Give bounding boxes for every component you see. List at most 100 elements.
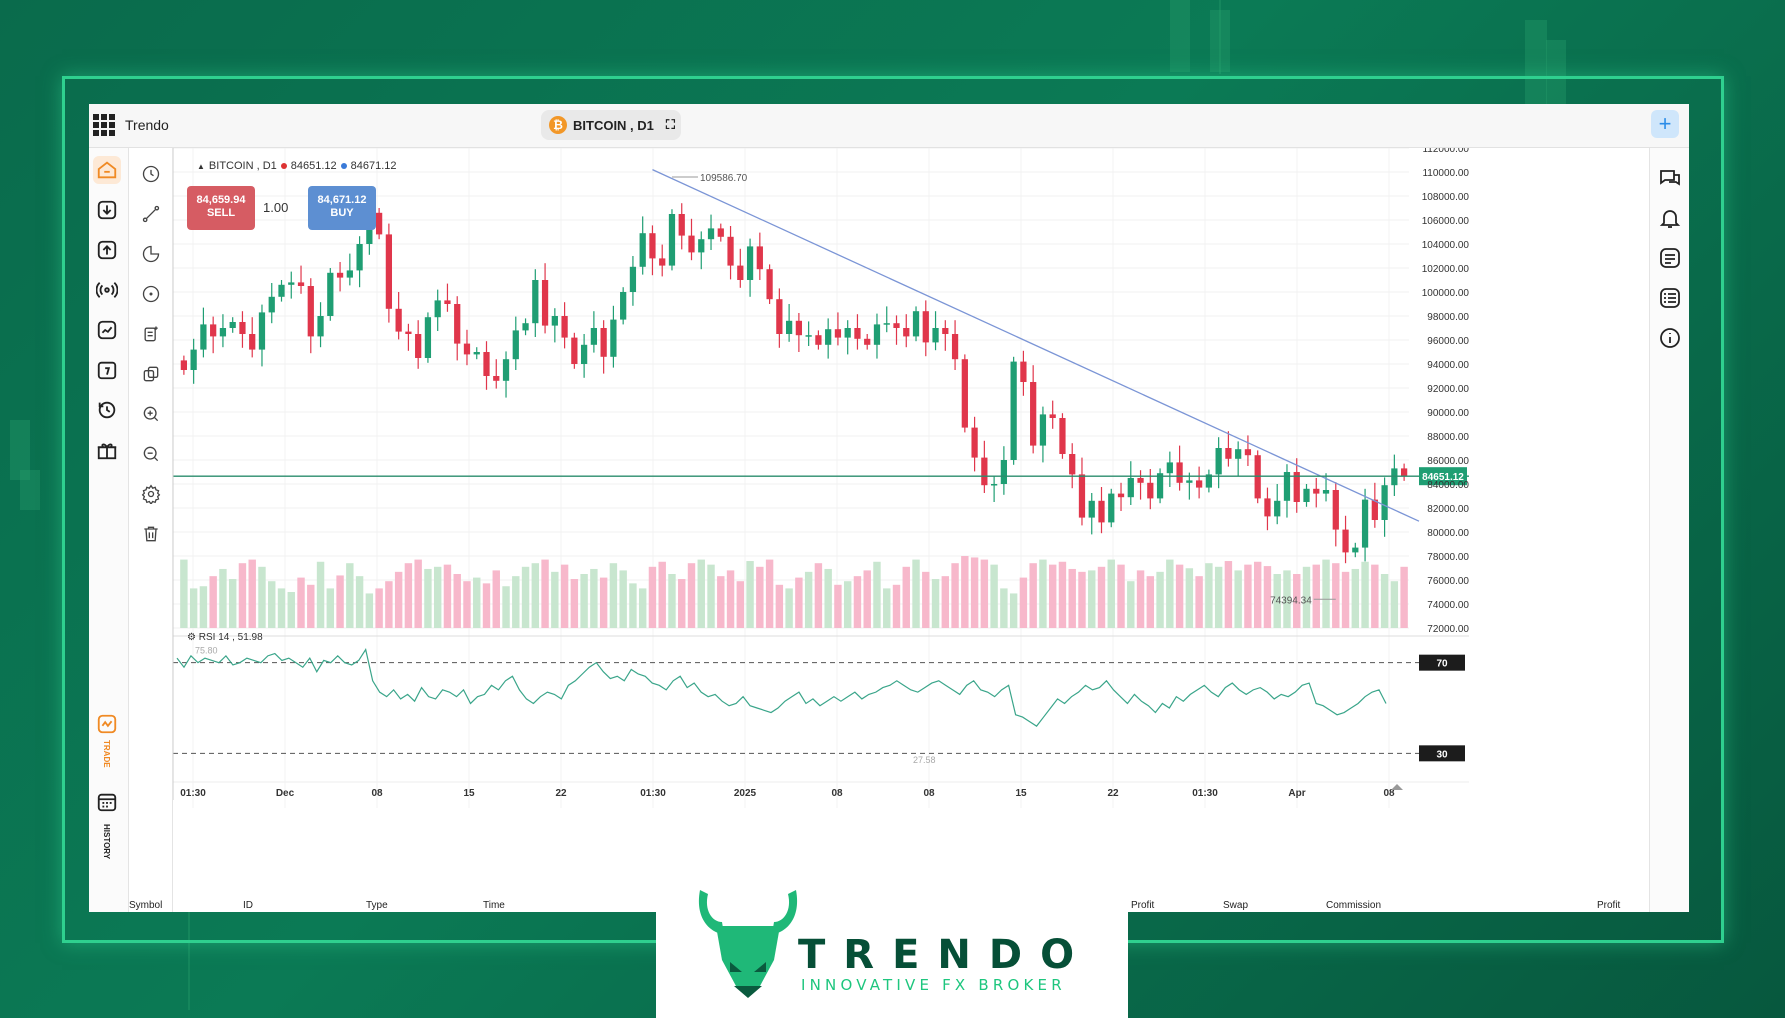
candle-body — [990, 484, 998, 486]
col-profit[interactable]: Profit — [1597, 900, 1621, 911]
col-swap[interactable]: Swap — [1223, 900, 1249, 911]
positions-table-header: Symbol ID Type Time Profit Swap Commissi… — [129, 900, 1689, 912]
home-icon[interactable] — [93, 156, 121, 184]
candle-body — [746, 246, 754, 280]
candle-body — [1039, 414, 1047, 446]
col-time[interactable]: Time — [483, 900, 505, 911]
volume-bar — [287, 592, 295, 628]
price-tick-label: 106000.00 — [1422, 216, 1470, 227]
candle-body — [532, 280, 539, 324]
price-tick-label: 74000.00 — [1427, 600, 1469, 611]
candle-body — [249, 334, 256, 350]
crosshair-tool-icon[interactable] — [139, 282, 163, 306]
candle-body — [1088, 500, 1095, 518]
candle-body — [864, 338, 871, 345]
calendar-icon[interactable] — [93, 356, 121, 384]
volume-bar — [1312, 564, 1320, 628]
history-clock-icon[interactable] — [93, 396, 121, 424]
volume-bar — [843, 581, 852, 628]
volume-bar — [1283, 570, 1291, 628]
candle-body — [1244, 449, 1252, 456]
trade-label[interactable]: TRADE — [102, 740, 111, 768]
candle-body — [424, 317, 432, 358]
volume-bar — [365, 593, 374, 628]
apps-grid-icon[interactable] — [93, 114, 115, 136]
volume-bar — [961, 556, 969, 628]
chat-icon[interactable] — [1658, 166, 1682, 190]
zoom-in-icon[interactable] — [139, 402, 163, 426]
copy-tool-icon[interactable] — [139, 362, 163, 386]
volume-bar — [1322, 559, 1330, 628]
trade-icon[interactable] — [93, 710, 121, 738]
deposit-icon[interactable] — [93, 196, 121, 224]
candle-body — [629, 266, 637, 292]
info-icon[interactable] — [1658, 326, 1682, 350]
candle-body — [717, 228, 724, 237]
sell-button[interactable]: 84,659.94 SELL — [187, 186, 255, 230]
symbol-selector[interactable]: ₿ BITCOIN , D1 ⛶ — [541, 110, 681, 140]
candle-body — [1264, 498, 1271, 517]
rsi-level-label: 70 — [1436, 659, 1448, 670]
candle-body — [766, 269, 773, 300]
col-type[interactable]: Type — [366, 900, 388, 911]
price-tick-label: 76000.00 — [1427, 576, 1469, 587]
broadcast-icon[interactable] — [93, 276, 121, 304]
trash-icon[interactable] — [139, 522, 163, 546]
candle-body — [258, 312, 266, 350]
volume-bar — [316, 561, 325, 628]
buy-button[interactable]: 84,671.12 BUY — [308, 186, 376, 230]
chart-icon[interactable] — [93, 316, 121, 344]
candle-body — [971, 427, 978, 458]
price-chart[interactable]: 84651.12 109586.70 74394.34 72000.00 74000.0… — [173, 148, 1649, 912]
volume-bar — [1146, 576, 1155, 628]
col-commission[interactable]: Commission — [1326, 900, 1382, 911]
price-tick-label: 92000.00 — [1427, 384, 1469, 395]
candle-body — [1069, 454, 1076, 475]
volume-bar — [1097, 566, 1106, 628]
current-price-badge — [1419, 467, 1467, 486]
expand-icon[interactable]: ⛶ — [665, 117, 676, 132]
watchlist-icon[interactable] — [1658, 286, 1682, 310]
settings-gear-icon[interactable] — [139, 482, 163, 506]
col-profit-left[interactable]: Profit — [1131, 900, 1155, 911]
candle-body — [659, 258, 666, 266]
list-icon[interactable] — [1658, 246, 1682, 270]
withdraw-icon[interactable] — [93, 236, 121, 264]
candle-body — [288, 282, 295, 285]
gift-icon[interactable] — [93, 436, 121, 464]
volume-bar — [1029, 563, 1037, 628]
candle-body — [1381, 485, 1388, 520]
clock-tool-icon[interactable] — [139, 162, 163, 186]
legend-ask: 84671.12 — [350, 160, 397, 172]
volume-bar — [765, 559, 774, 628]
volume-bar — [473, 577, 481, 628]
candle-body — [1283, 472, 1291, 501]
col-id[interactable]: ID — [243, 900, 253, 911]
candle-body — [1293, 472, 1300, 502]
candle-body — [210, 324, 217, 337]
zoom-out-icon[interactable] — [139, 442, 163, 466]
history-label[interactable]: HISTORY — [102, 824, 111, 860]
volume-bar — [814, 563, 823, 628]
volume-bar — [687, 563, 696, 628]
candle-body — [688, 235, 695, 253]
line-tool-icon[interactable] — [139, 202, 163, 226]
volume-bar — [277, 588, 286, 628]
rsi-level-label: 30 — [1436, 749, 1448, 760]
rsi-label: ⚙ RSI 14 , 51.98 — [187, 632, 263, 643]
collapse-icon[interactable]: ▲ — [197, 161, 205, 171]
candle-body — [1322, 490, 1330, 494]
history-calendar-icon[interactable] — [93, 788, 121, 816]
candle-body — [473, 352, 480, 355]
pie-tool-icon[interactable] — [139, 242, 163, 266]
candle-body — [268, 296, 275, 313]
notes-tool-icon[interactable] — [139, 322, 163, 346]
col-symbol[interactable]: Symbol — [129, 900, 163, 911]
quantity-field[interactable]: 1.00 — [263, 200, 289, 215]
add-button[interactable]: + — [1651, 110, 1679, 138]
bell-icon[interactable] — [1658, 206, 1682, 230]
volume-bar — [1351, 568, 1360, 628]
candle-body — [1303, 488, 1310, 502]
volume-bar — [521, 566, 530, 628]
volume-bar — [1048, 564, 1057, 628]
